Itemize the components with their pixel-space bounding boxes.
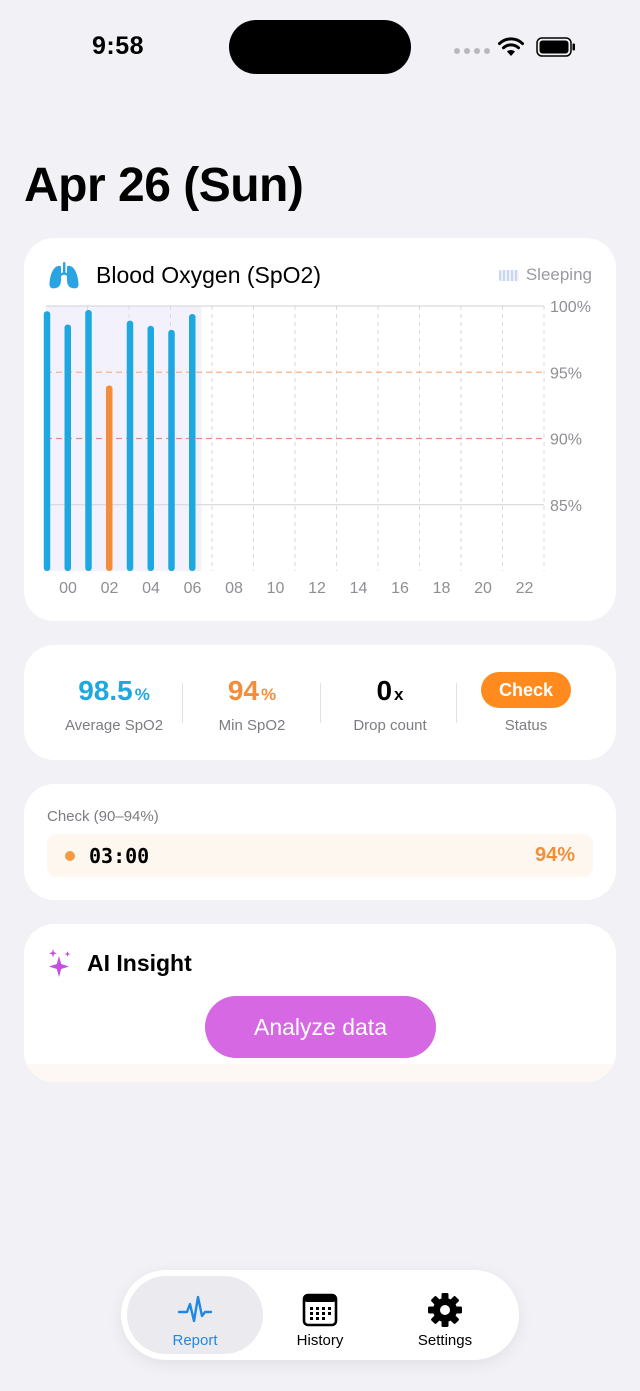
x-tick-label: 14 (350, 580, 368, 597)
status-badge[interactable]: Check (480, 672, 572, 708)
x-tick-label: 10 (267, 580, 285, 597)
check-card: Check (90–94%) 03:00 94% (24, 784, 616, 900)
chart-header: Blood Oxygen (SpO2) (48, 260, 321, 290)
tab-label: Settings (417, 1332, 473, 1349)
ai-insight-card: AI Insight Analyze data (24, 924, 616, 1082)
gear-icon (428, 1293, 462, 1327)
stat-divider (456, 683, 457, 723)
check-row[interactable]: 03:00 94% (47, 834, 593, 877)
stat-label: Status (504, 717, 548, 734)
stat-label: Drop count (353, 717, 427, 734)
stat-unit: % (134, 685, 150, 704)
battery-icon (536, 37, 575, 57)
stat-average-spo2: 98.5% Average SpO2 (44, 675, 184, 734)
stat-divider (182, 683, 183, 723)
stat-divider (320, 683, 321, 723)
ai-title: AI Insight (87, 949, 192, 976)
spo2-chart-card: 100% 95% 90% 85% 00 02 04 06 08 10 12 14 16 18 20 22 Bl… (24, 238, 616, 621)
stat-number: 0 (376, 675, 393, 706)
spo2-bar (126, 320, 134, 571)
stat-value: 98.5% (44, 675, 184, 709)
spo2-bar (64, 324, 71, 571)
status-time: 9:58 (92, 32, 145, 60)
tab-bar: Report History (121, 1270, 519, 1360)
spo2-bar (43, 311, 51, 571)
stat-unit: x (394, 685, 404, 704)
spo2-bar (106, 385, 113, 571)
tab-label: Report (172, 1332, 218, 1349)
lungs-icon (49, 262, 79, 289)
check-dot (65, 851, 75, 861)
spo2-bar (147, 325, 154, 571)
y-tick-label: 95% (550, 365, 582, 382)
y-tick-label: 90% (550, 432, 582, 449)
status-bar: 9:58 (0, 0, 640, 96)
x-tick-label: 18 (433, 580, 451, 597)
check-value: 94% (534, 844, 575, 866)
chart-legend: Sleeping (498, 265, 592, 285)
sleeping-swatch (498, 269, 519, 281)
stat-label: Min SpO2 (218, 717, 286, 734)
chart-title: Blood Oxygen (SpO2) (96, 261, 322, 288)
tab-settings[interactable]: Settings (377, 1276, 513, 1354)
sparkle-icon (49, 949, 71, 977)
y-tick-label: 85% (550, 498, 582, 515)
x-tick-label: 16 (391, 580, 409, 597)
dynamic-island (229, 20, 411, 74)
check-time: 03:00 (89, 844, 150, 868)
check-title: Check (90–94%) (47, 808, 159, 825)
tab-report[interactable]: Report (127, 1276, 263, 1354)
page-title: Apr 26 (Sun) (24, 159, 304, 212)
x-tick-label: 06 (184, 580, 202, 597)
stat-min-spo2: 94% Min SpO2 (182, 675, 322, 734)
x-tick-label: 20 (474, 580, 492, 597)
stat-status: Check Status (456, 672, 596, 734)
x-tick-label: 12 (308, 580, 326, 597)
calendar-icon (302, 1293, 338, 1327)
stat-number: 98.5 (78, 675, 133, 706)
x-tick-label: 08 (225, 580, 243, 597)
stat-number: 94 (227, 675, 260, 706)
x-tick-label: 04 (142, 580, 160, 597)
tab-history[interactable]: History (252, 1276, 388, 1354)
y-tick-label: 100% (550, 299, 591, 316)
ai-header: AI Insight (47, 948, 192, 978)
signal-icon (454, 48, 490, 54)
wifi-icon (498, 37, 524, 56)
spo2-bar (85, 309, 92, 571)
spo2-bar (189, 313, 196, 571)
x-tick-label: 00 (59, 580, 77, 597)
stat-value: Check (456, 672, 596, 709)
stat-label: Average SpO2 (64, 717, 164, 734)
analyze-data-button[interactable]: Analyze data (205, 996, 436, 1058)
stat-value: 94% (182, 675, 322, 709)
legend-label: Sleeping (525, 265, 592, 284)
spo2-bar (168, 329, 175, 571)
x-tick-label: 22 (516, 580, 534, 597)
tab-label: History (296, 1332, 344, 1349)
x-tick-label: 02 (101, 580, 119, 597)
spo2-chart: 100% 95% 90% 85% 00 02 04 06 08 10 12 14 16 18 20 22 (43, 299, 591, 597)
stat-unit: % (261, 685, 277, 704)
heartbeat-icon (177, 1295, 213, 1323)
